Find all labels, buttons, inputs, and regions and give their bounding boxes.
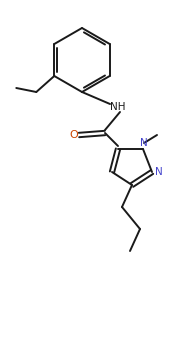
Text: NH: NH [110,102,126,112]
Text: N: N [140,138,148,148]
Text: O: O [70,130,78,140]
Text: N: N [155,167,163,177]
